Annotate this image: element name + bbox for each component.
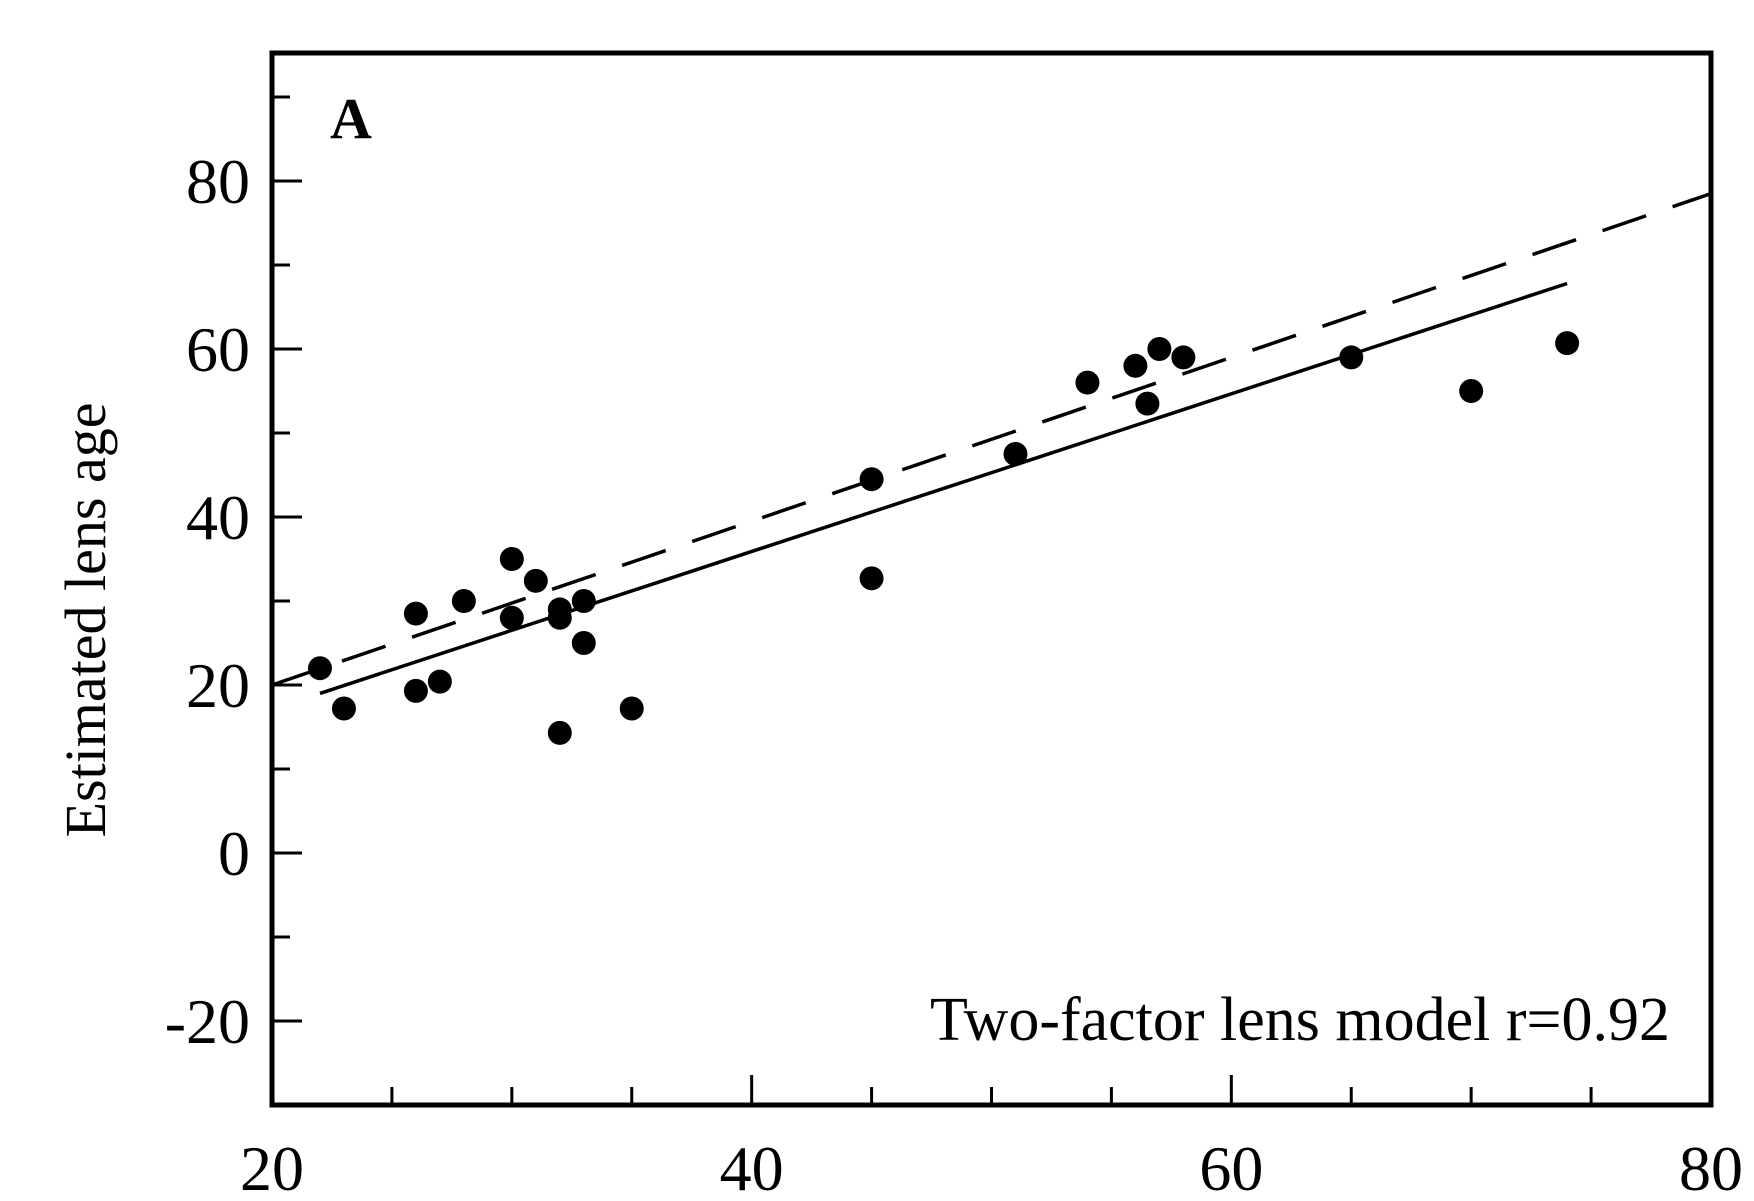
data-point: [571, 631, 596, 655]
data-point: [427, 669, 452, 694]
data-point: [1003, 442, 1028, 466]
data-point: [307, 656, 332, 681]
data-point: [331, 696, 356, 721]
data-point: [1147, 337, 1172, 361]
plot-frame: [269, 50, 1714, 1108]
panel-label: A: [330, 86, 372, 151]
data-point: [499, 605, 524, 630]
data-point: [1123, 353, 1148, 378]
axes: 20 40 60 80 -20 0 20 40 60 80: [165, 95, 1743, 1201]
data-point: [1171, 345, 1196, 370]
x-tick-label: 20: [240, 1133, 304, 1201]
data-point: [1459, 379, 1484, 403]
data-point: [859, 566, 884, 591]
x-tick-label: 80: [1679, 1133, 1743, 1201]
x-tick-label: 40: [720, 1133, 784, 1201]
data-point: [859, 467, 884, 492]
data-point: [499, 547, 524, 571]
y-tick-label: 20: [186, 650, 250, 721]
data-point: [1555, 331, 1580, 356]
data-point: [619, 696, 644, 721]
dashed-fit-line: [271, 191, 1712, 687]
plot-marks: [271, 191, 1712, 745]
data-point: [547, 605, 572, 630]
data-point: [403, 678, 428, 703]
data-point: [1339, 345, 1364, 370]
data-point: [1135, 391, 1160, 416]
solid-fit-line: [319, 281, 1568, 696]
data-point: [451, 589, 476, 613]
data-point: [523, 568, 548, 593]
data-point: [1075, 370, 1100, 395]
data-point: [571, 589, 596, 613]
y-tick-label: 60: [186, 314, 250, 385]
data-point: [547, 720, 572, 745]
data-point: [403, 601, 428, 626]
y-tick-label: 80: [186, 146, 250, 217]
y-tick-label: 40: [186, 482, 250, 553]
y-axis-label: Estimated lens age: [53, 403, 118, 838]
model-annotation: Two-factor lens model r=0.92: [930, 986, 1670, 1054]
y-tick-label: 0: [218, 818, 250, 889]
x-tick-label: 60: [1199, 1133, 1263, 1201]
y-tick-label: -20: [165, 986, 250, 1057]
